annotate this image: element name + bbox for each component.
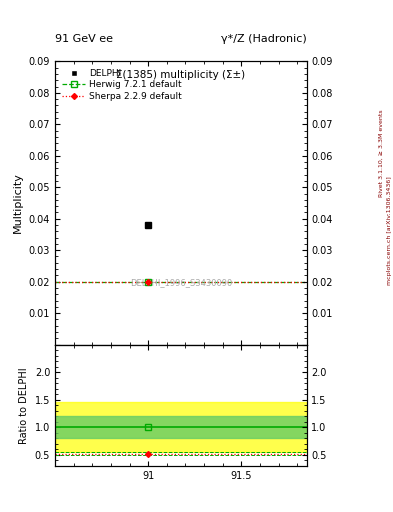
Legend: DELPHI, Herwig 7.2.1 default, Sherpa 2.2.9 default: DELPHI, Herwig 7.2.1 default, Sherpa 2.2…: [59, 66, 185, 104]
Text: DELPHI_1996_S3430090: DELPHI_1996_S3430090: [130, 278, 232, 287]
Text: γ*/Z (Hadronic): γ*/Z (Hadronic): [221, 33, 307, 44]
Text: Rivet 3.1.10, ≥ 3.3M events: Rivet 3.1.10, ≥ 3.3M events: [379, 110, 384, 198]
Text: Σ(1385) multiplicity (Σ±): Σ(1385) multiplicity (Σ±): [116, 70, 245, 80]
Bar: [55, 402, 307, 452]
Text: 91 GeV ee: 91 GeV ee: [55, 33, 113, 44]
Y-axis label: Multiplicity: Multiplicity: [13, 173, 23, 233]
Text: mcplots.cern.ch [arXiv:1306.3436]: mcplots.cern.ch [arXiv:1306.3436]: [387, 176, 391, 285]
Y-axis label: Ratio to DELPHI: Ratio to DELPHI: [19, 367, 29, 443]
Bar: [55, 416, 307, 438]
